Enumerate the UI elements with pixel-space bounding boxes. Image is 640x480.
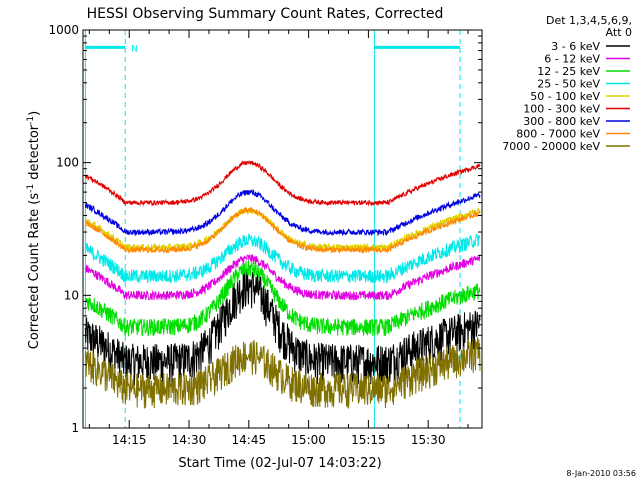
x-tick-label-5: 15:30	[411, 433, 446, 447]
timestamp: 8-Jan-2010 03:56	[566, 469, 636, 478]
x-tick-label-3: 15:00	[291, 433, 326, 447]
series-line-6	[84, 159, 481, 207]
y-tick-label-3: 1000	[48, 23, 79, 37]
y-tick-label-0: 1	[71, 421, 79, 435]
legend-header-detectors: Det 1,3,4,5,6,9,	[546, 14, 632, 27]
legend-label-2: 6 - 12 keV	[544, 53, 600, 66]
legend-label-8: 800 - 7000 keV	[516, 128, 600, 141]
legend-label-7: 300 - 800 keV	[523, 115, 600, 128]
series-line-3	[84, 260, 481, 337]
series-line-4	[84, 233, 481, 284]
legend-label-3: 12 - 25 keV	[537, 65, 600, 78]
flag-label: N	[131, 44, 138, 54]
legend-label-5: 50 - 100 keV	[530, 90, 600, 103]
x-tick-label-4: 15:15	[351, 433, 386, 447]
x-tick-label-0: 14:15	[112, 433, 147, 447]
series-line-1	[84, 268, 481, 388]
series-line-8	[84, 206, 481, 255]
legend-label-9: 7000 - 20000 keV	[502, 140, 600, 153]
x-axis-label: Start Time (02-Jul-07 14:03:22)	[178, 456, 381, 471]
x-tick-label-1: 14:30	[172, 433, 207, 447]
legend-header-attenuator: Att 0	[606, 26, 632, 39]
legend-label-6: 100 - 300 keV	[523, 103, 600, 116]
y-axis-label: Corrected Count Rate (s-1 detector-1)	[26, 111, 42, 349]
plot-area: N	[84, 30, 481, 428]
x-tick-label-2: 14:45	[232, 433, 267, 447]
series-line-7	[84, 188, 481, 237]
series-line-9	[84, 336, 481, 409]
y-tick-label-2: 100	[56, 156, 79, 170]
legend-label-4: 25 - 50 keV	[537, 78, 600, 91]
series-line-5	[84, 206, 481, 253]
series-line-2	[84, 253, 481, 301]
y-tick-label-1: 10	[64, 288, 79, 302]
axes: 1 10 100 1000 14:15 14:30 14:45 15:00 15:15 15:30	[48, 23, 483, 447]
legend-label-1: 3 - 6 keV	[551, 40, 600, 53]
plot-frame	[82, 29, 483, 429]
chart-title: HESSI Observing Summary Count Rates, Cor…	[87, 6, 444, 22]
